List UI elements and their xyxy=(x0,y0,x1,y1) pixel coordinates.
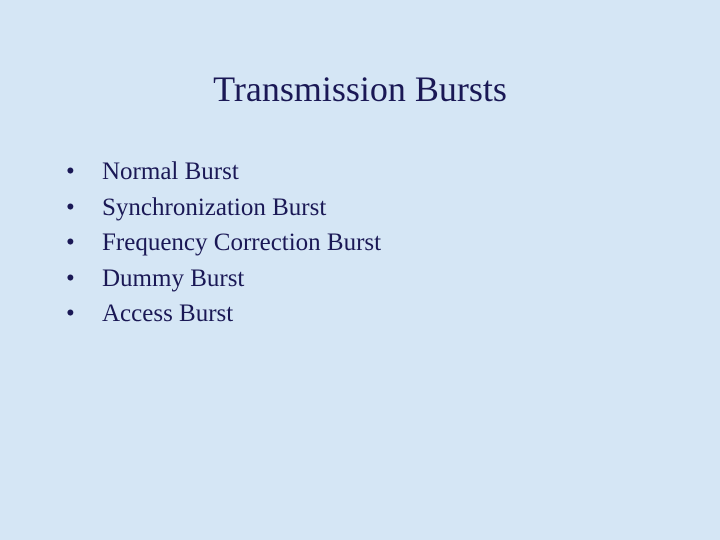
list-item: Frequency Correction Burst xyxy=(66,225,720,261)
list-item: Access Burst xyxy=(66,296,720,332)
bullet-list: Normal Burst Synchronization Burst Frequ… xyxy=(0,154,720,332)
list-item: Dummy Burst xyxy=(66,261,720,297)
list-item: Normal Burst xyxy=(66,154,720,190)
slide-title: Transmission Bursts xyxy=(0,68,720,110)
list-item: Synchronization Burst xyxy=(66,190,720,226)
slide: Transmission Bursts Normal Burst Synchro… xyxy=(0,0,720,540)
